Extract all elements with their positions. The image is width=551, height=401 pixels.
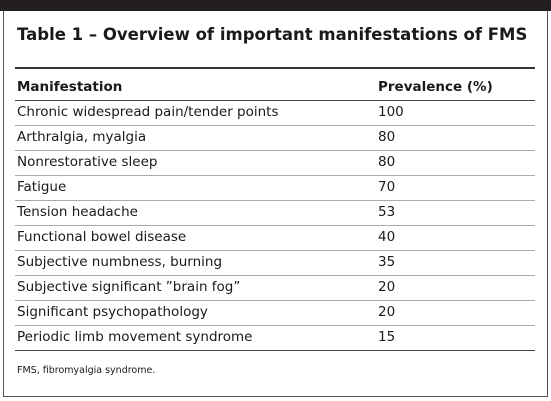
row-divider: [15, 225, 535, 226]
table-bottom-rule: [15, 350, 535, 351]
table-cell: 100: [378, 104, 404, 120]
footnote: FMS, fibromyalgia syndrome.: [17, 365, 156, 376]
table-cell: Nonrestorative sleep: [17, 154, 158, 170]
row-divider: [15, 275, 535, 276]
table-cell: Fatigue: [17, 179, 67, 195]
row-divider: [15, 200, 535, 201]
row-divider: [15, 325, 535, 326]
table-title: Table 1 – Overview of important manifest…: [17, 25, 528, 44]
row-divider: [15, 175, 535, 176]
table-cell: Arthralgia, myalgia: [17, 129, 147, 145]
table-row: Fatigue 70: [17, 175, 535, 200]
table-cell: Chronic widespread pain/tender points: [17, 104, 279, 120]
table-row: Nonrestorative sleep 80: [17, 150, 535, 175]
header-cell: Manifestation: [17, 79, 123, 95]
header-cell: Prevalence (%): [378, 79, 493, 95]
table-cell: 20: [378, 304, 396, 320]
table-row: Tension headache 53: [17, 200, 535, 225]
header-rule: [15, 100, 535, 101]
table-row: Arthralgia, myalgia 80: [17, 125, 535, 150]
title-rule: [15, 67, 535, 69]
table-row: Chronic widespread pain/tender points 100: [17, 100, 535, 125]
table-cell: 20: [378, 279, 396, 295]
row-divider: [15, 300, 535, 301]
table-cell: 40: [378, 229, 396, 245]
table-row: Subjective significant ”brain fog” 20: [17, 275, 535, 300]
table-row: Functional bowel disease 40: [17, 225, 535, 250]
table-cell: 53: [378, 204, 396, 220]
header-row: Manifestation Prevalence (%): [17, 75, 535, 100]
table-cell: Periodic limb movement syndrome: [17, 329, 253, 345]
table-cell: Subjective significant ”brain fog”: [17, 279, 241, 295]
table-cell: 35: [378, 254, 396, 270]
table-cell: 15: [378, 329, 396, 345]
table-cell: 80: [378, 129, 396, 145]
table-cell: Significant psychopathology: [17, 304, 208, 320]
table-frame: [3, 11, 548, 397]
table-cell: Subjective numbness, burning: [17, 254, 223, 270]
table-cell: Tension headache: [17, 204, 138, 220]
table-cell: Functional bowel disease: [17, 229, 187, 245]
row-divider: [15, 250, 535, 251]
row-divider: [15, 150, 535, 151]
table-row: Subjective numbness, burning 35: [17, 250, 535, 275]
table-row: Periodic limb movement syndrome 15: [17, 325, 535, 350]
top-bar: [0, 0, 551, 11]
row-divider: [15, 125, 535, 126]
table-cell: 70: [378, 179, 396, 195]
table-row: Significant psychopathology 20: [17, 300, 535, 325]
table-cell: 80: [378, 154, 396, 170]
